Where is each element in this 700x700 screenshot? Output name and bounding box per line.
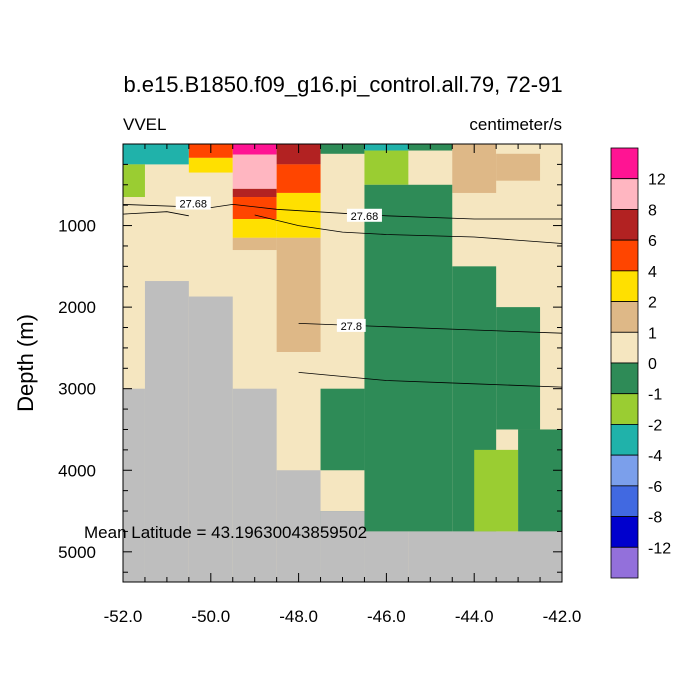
x-tick-label: -48.0 (279, 607, 318, 626)
colorbar-label: -8 (648, 510, 662, 527)
colorbar-swatch (610, 393, 639, 425)
colorbar-swatch (610, 454, 639, 487)
velocity-cell (232, 219, 277, 238)
y-tick-label: 3000 (58, 380, 96, 399)
contour-label-bg (336, 318, 366, 332)
y-tick-label: 2000 (58, 298, 96, 317)
x-tick-label: -44.0 (455, 607, 494, 626)
colorbar-label: 6 (648, 233, 657, 250)
colorbar-label: 1 (648, 325, 657, 342)
velocity-cell (232, 154, 277, 189)
right-string: centimeter/s (469, 115, 562, 134)
contour-label-bg (346, 208, 382, 222)
colorbar-swatch (610, 147, 639, 180)
left-string: VVEL (123, 115, 166, 134)
density-contour (254, 214, 563, 244)
y-tick-label: 4000 (58, 461, 96, 480)
velocity-cell (232, 144, 277, 155)
chart-title: b.e15.B1850.f09_g16.pi_control.all.79, 7… (123, 72, 562, 97)
plot-land (123, 281, 562, 582)
x-tick-label: -42.0 (543, 607, 582, 626)
colorbar-label: -4 (648, 448, 662, 465)
colorbar-swatch (610, 331, 639, 364)
contour-label: 27.8 (341, 321, 362, 333)
plot-contours: 27.68 27.68 27.8 (122, 196, 563, 388)
velocity-cell (474, 449, 519, 532)
colorbar-label: -2 (648, 417, 662, 434)
land-mask (232, 388, 277, 582)
colorbar-swatch (610, 239, 639, 272)
colorbar-label: 2 (648, 295, 657, 312)
density-contour (122, 211, 189, 217)
density-contour (298, 372, 563, 388)
velocity-cell (364, 184, 453, 532)
x-tick-label: -50.0 (191, 607, 230, 626)
land-mask (408, 531, 562, 582)
y-tick-label: 5000 (58, 543, 96, 562)
velocity-cell (276, 144, 321, 165)
velocity-cell (123, 164, 145, 198)
velocity-cell (188, 157, 233, 173)
velocity-cell (276, 192, 321, 238)
velocity-cell (232, 237, 277, 251)
land-mask (123, 388, 145, 582)
colorbar-label: -6 (648, 479, 662, 496)
density-contour (122, 203, 562, 220)
contour-label-bg (175, 196, 211, 210)
x-axis-ticks: -52.0 -50.0 -48.0 -46.0 -44.0 -42.0 (104, 144, 582, 626)
velocity-cell (496, 307, 541, 430)
land-mask (144, 281, 189, 582)
velocity-cell (518, 429, 562, 532)
velocity-cell (232, 197, 277, 220)
colorbar-swatch (610, 516, 639, 548)
velocity-cell (276, 237, 321, 352)
x-tick-label: -52.0 (104, 607, 143, 626)
land-mask (188, 296, 233, 582)
colorbar-swatch (610, 546, 639, 579)
y-axis-ticks: 1000 2000 3000 4000 5000 (58, 163, 562, 573)
contour-label: 27.68 (351, 211, 379, 223)
y-axis-label: Depth (m) (13, 314, 38, 412)
colorbar-swatch (610, 424, 639, 456)
velocity-cell (320, 388, 365, 471)
velocity-cell (276, 164, 321, 193)
velocity-cell (496, 153, 541, 181)
x-tick-label: -46.0 (367, 607, 406, 626)
colorbar-swatch (610, 301, 639, 333)
colorbar-swatch (610, 178, 639, 210)
colorbar-label: -1 (648, 387, 662, 404)
velocity-cell (364, 150, 409, 185)
land-mask (276, 470, 321, 582)
velocity-cell (232, 188, 277, 198)
land-mask (320, 511, 365, 582)
colorbar-swatch (610, 485, 639, 517)
colorbar-legend: 12 8 6 4 2 1 0 -1 -2 -4 -6 -8 -12 (610, 147, 671, 579)
colorbar-label: 0 (648, 356, 657, 373)
colorbar-label: -12 (648, 540, 671, 557)
velocity-cell (123, 144, 189, 165)
colorbar-label: 12 (648, 172, 666, 189)
y-tick-label: 1000 (58, 217, 96, 236)
colorbar-swatch (610, 362, 639, 395)
colorbar-swatch (610, 270, 639, 302)
mean-latitude-annotation: Mean Latitude = 43.19630043859502 (84, 523, 367, 542)
colorbar-label: 8 (648, 202, 657, 219)
colorbar-swatch (610, 209, 639, 241)
contour-label: 27.68 (179, 199, 207, 211)
colorbar-label: 4 (648, 264, 657, 281)
